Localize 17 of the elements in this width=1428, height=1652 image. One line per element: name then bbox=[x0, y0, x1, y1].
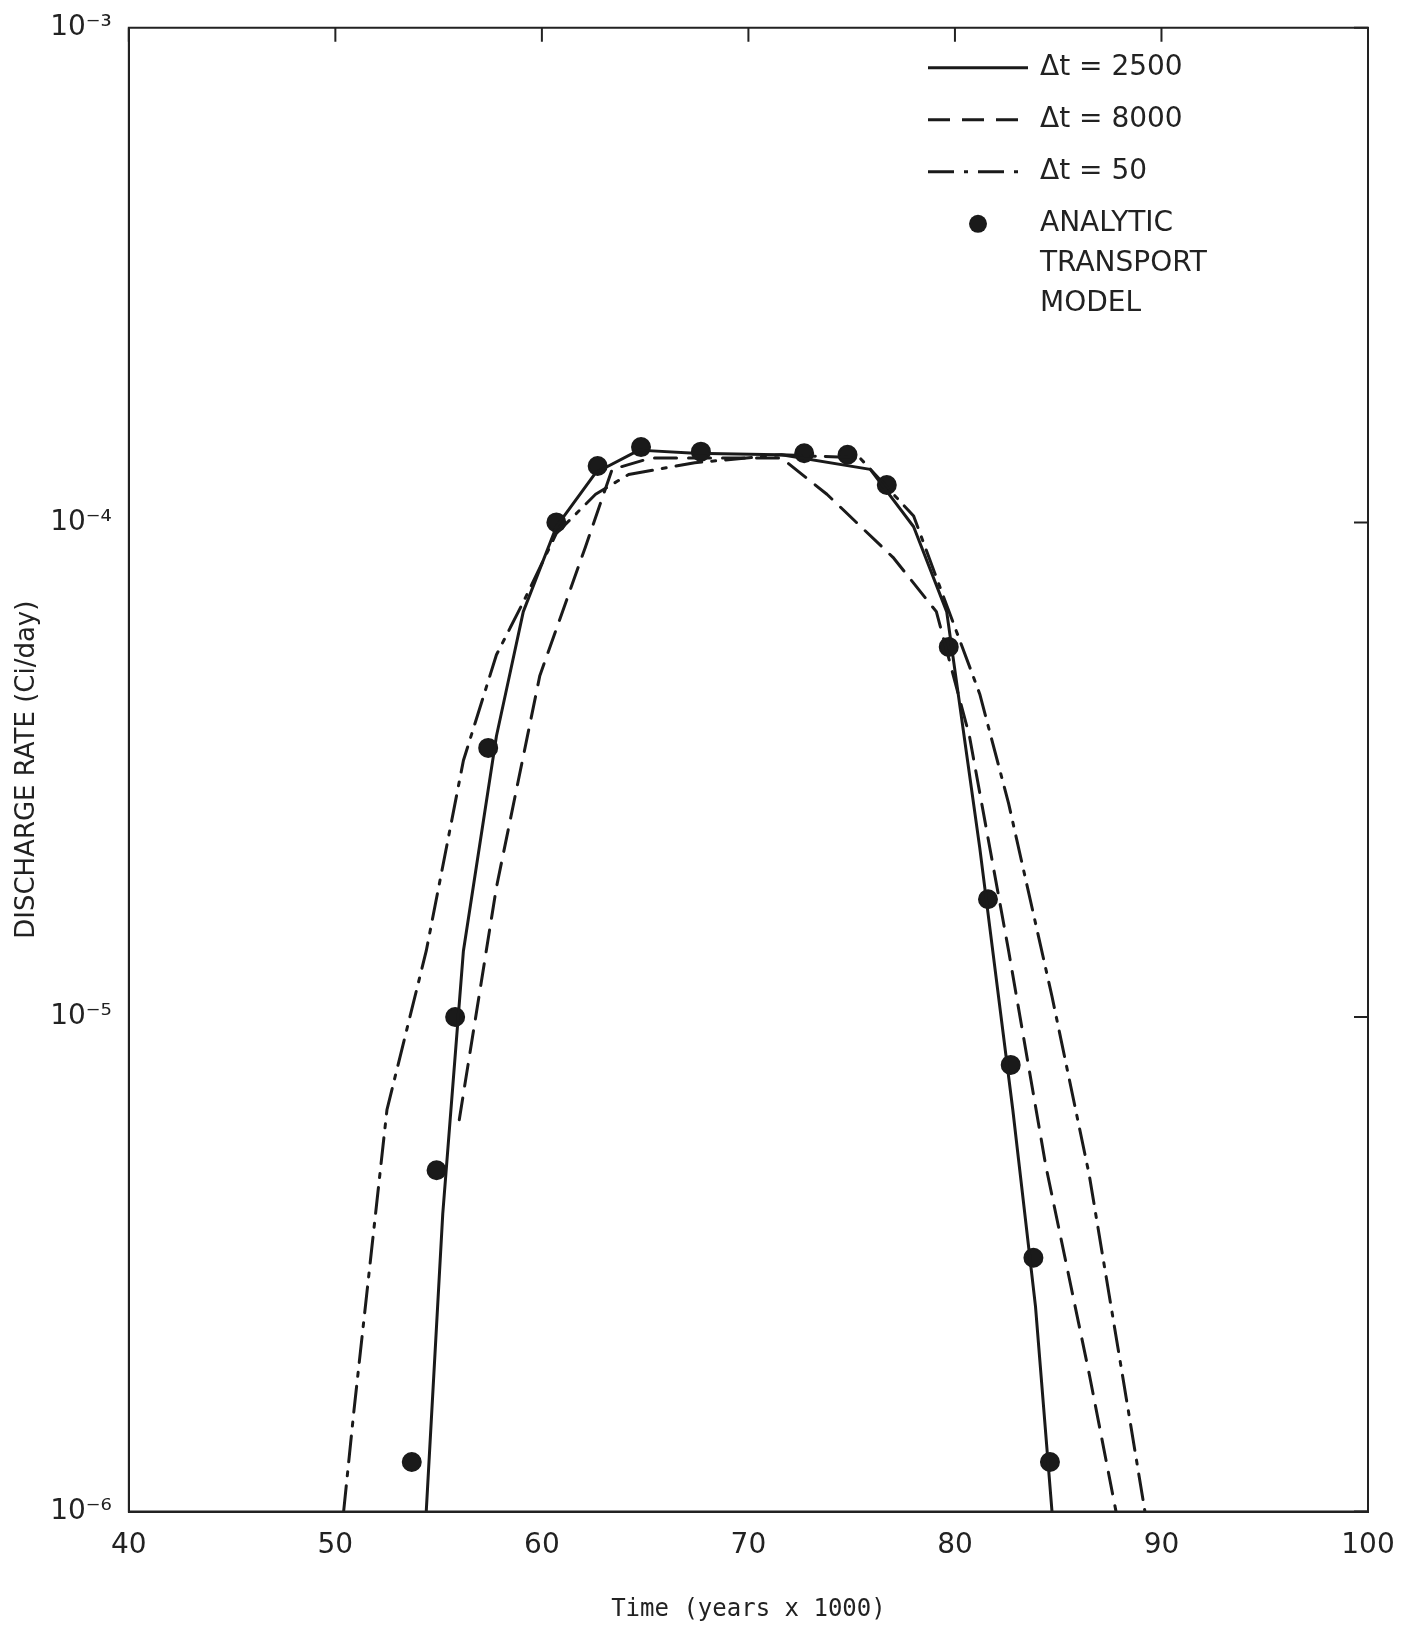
x-tick-label: 40 bbox=[111, 1526, 147, 1560]
x-tick-label: 90 bbox=[1143, 1526, 1180, 1560]
y-tick-label: 10⁻³ bbox=[50, 9, 112, 43]
legend-label: ANALYTIC TRANSPORT MODEL bbox=[1039, 205, 1208, 319]
legend-label: Δt = 2500 bbox=[1040, 49, 1183, 83]
x-tick-label: 80 bbox=[937, 1526, 973, 1560]
y-tick-label: 10⁻⁴ bbox=[50, 503, 112, 537]
x-tick-label: 70 bbox=[730, 1526, 767, 1560]
x-axis-title: Time (years x 1000) bbox=[611, 1593, 886, 1622]
x-tick-label: 100 bbox=[1341, 1526, 1395, 1560]
legend-label: Δt = 50 bbox=[1040, 153, 1148, 187]
x-tick-label: 60 bbox=[524, 1526, 560, 1560]
y-tick-label: 10⁻⁶ bbox=[50, 1492, 112, 1526]
x-tick-label: 50 bbox=[317, 1526, 354, 1560]
y-tick-label: 10⁻⁵ bbox=[50, 998, 112, 1032]
legend-label: Δt = 8000 bbox=[1040, 101, 1183, 135]
y-axis-title: DISCHARGE RATE (Ci/day) bbox=[10, 600, 41, 939]
